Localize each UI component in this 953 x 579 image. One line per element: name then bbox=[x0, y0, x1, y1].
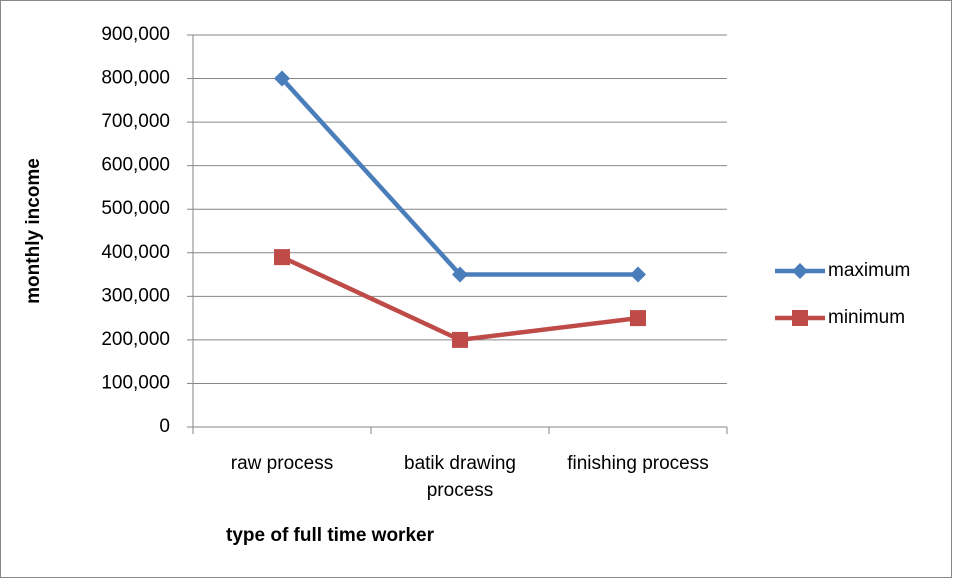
y-tick-label: 0 bbox=[159, 416, 170, 437]
y-tick-label: 100,000 bbox=[101, 372, 170, 393]
y-tick-label: 400,000 bbox=[101, 242, 170, 263]
legend-label: maximum bbox=[828, 260, 910, 281]
y-tick-label: 800,000 bbox=[101, 68, 170, 89]
y-tick-label: 500,000 bbox=[101, 198, 170, 219]
point bbox=[274, 249, 290, 266]
point bbox=[274, 70, 290, 87]
point bbox=[630, 310, 646, 327]
legend-marker bbox=[792, 310, 808, 326]
point bbox=[452, 331, 468, 348]
legend-marker bbox=[792, 263, 808, 279]
y-tick-label: 700,000 bbox=[101, 111, 170, 132]
x-axis-label: type of full time worker bbox=[226, 525, 435, 546]
point bbox=[452, 266, 468, 283]
y-tick-label: 600,000 bbox=[101, 155, 170, 176]
x-tick-label: raw process bbox=[230, 453, 334, 474]
y-axis-label: monthly income bbox=[23, 158, 44, 304]
point bbox=[630, 266, 646, 283]
y-tick-label: 300,000 bbox=[101, 285, 170, 306]
x-tick-label: batik drawing process bbox=[404, 453, 516, 501]
legend-label: minimum bbox=[828, 307, 905, 328]
x-tick-label: finishing process bbox=[567, 453, 709, 474]
y-tick-label: 900,000 bbox=[101, 24, 170, 45]
y-tick-label: 200,000 bbox=[101, 329, 170, 350]
